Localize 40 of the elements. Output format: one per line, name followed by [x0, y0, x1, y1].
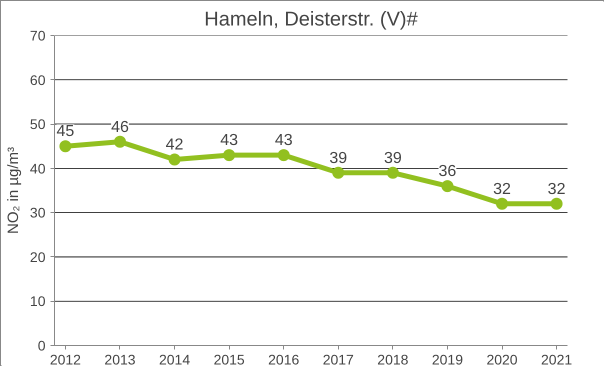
data-label: 42	[166, 136, 184, 154]
y-tick-label: 30	[30, 204, 46, 221]
data-label: 43	[220, 132, 238, 150]
y-tick-label: 50	[30, 116, 46, 132]
x-tick-label: 2016	[268, 352, 300, 368]
point	[168, 154, 181, 166]
x-tick-label: 2018	[377, 352, 409, 368]
x-tick-label: 2019	[432, 352, 464, 368]
data-label: 39	[384, 150, 402, 167]
data-label: 32	[493, 180, 512, 198]
point	[223, 149, 236, 162]
point	[496, 198, 508, 210]
x-tick-label: 2015	[214, 352, 245, 368]
data-label: 43	[274, 132, 293, 150]
point	[114, 136, 126, 148]
point	[59, 140, 72, 152]
chart-title: Hameln, Deisterstr. (V)#	[204, 8, 419, 30]
y-tick-label: 40	[30, 160, 46, 176]
point	[441, 180, 454, 192]
x-tick-label: 2017	[322, 352, 354, 368]
y-axis-title: NO₂ in µg/m³	[4, 147, 22, 234]
data-label: 36	[438, 163, 456, 180]
y-tick-label: 0	[38, 338, 46, 354]
x-tick-label: 2012	[50, 352, 82, 368]
point	[386, 166, 399, 179]
y-tick-label: 10	[30, 293, 46, 310]
y-tick-label: 20	[30, 248, 46, 265]
data-label: 32	[548, 180, 566, 198]
x-tick-label: 2021	[541, 352, 572, 368]
y-tick-label: 70	[30, 28, 46, 44]
point	[550, 198, 563, 210]
point	[278, 149, 290, 162]
x-tick-label: 2013	[104, 352, 136, 368]
x-tick-label: 2014	[158, 352, 190, 368]
y-tick-label: 60	[30, 72, 46, 88]
point	[332, 166, 344, 179]
data-label: 39	[329, 150, 348, 167]
x-tick-label: 2020	[486, 352, 518, 368]
data-label: 45	[56, 123, 74, 140]
data-label: 46	[111, 118, 129, 136]
